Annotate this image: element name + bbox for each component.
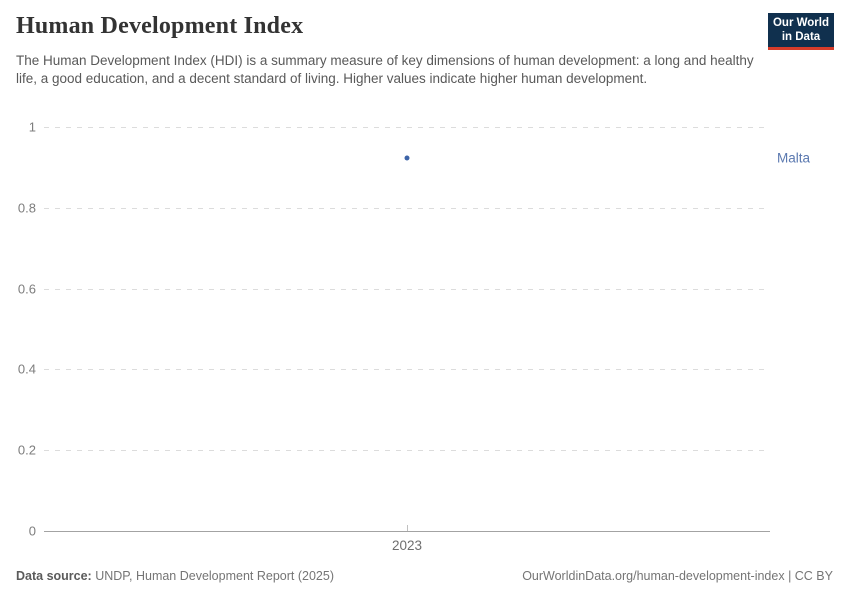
x-axis-line — [44, 531, 770, 532]
data-source-text: UNDP, Human Development Report (2025) — [91, 569, 334, 583]
y-tick-label: 0.6 — [17, 281, 36, 297]
chart-subtitle: The Human Development Index (HDI) is a s… — [16, 53, 754, 86]
x-tick-label: 2023 — [391, 538, 423, 553]
x-tick — [407, 525, 408, 531]
owid-url-license[interactable]: OurWorldinData.org/human-development-ind… — [522, 569, 833, 583]
gridline — [44, 208, 770, 209]
gridline — [44, 127, 770, 128]
owid-logo[interactable]: Our World in Data — [768, 13, 834, 50]
gridline — [44, 450, 770, 451]
data-point[interactable] — [404, 155, 410, 161]
y-tick-label: 0.4 — [17, 361, 36, 377]
data-source-note: Data source: UNDP, Human Development Rep… — [16, 569, 334, 583]
y-tick-label: 0.8 — [17, 200, 36, 216]
series-label[interactable]: Malta — [777, 150, 811, 166]
y-tick-label: 0.2 — [17, 442, 36, 458]
page-title: Human Development Index — [16, 13, 304, 39]
owid-logo-line1: Our World — [772, 17, 829, 29]
gridline — [44, 289, 770, 290]
y-tick-label: 1 — [28, 119, 36, 135]
y-tick-label: 0 — [28, 523, 36, 539]
gridline — [44, 369, 770, 370]
owid-logo-line2: in Data — [781, 31, 821, 43]
data-source-label: Data source: — [16, 569, 92, 583]
